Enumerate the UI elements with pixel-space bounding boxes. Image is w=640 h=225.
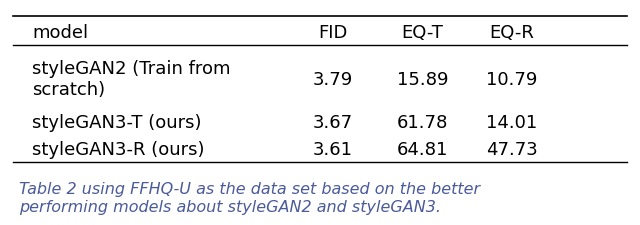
Text: EQ-T: EQ-T [401, 24, 444, 42]
Text: Table 2 using FFHQ-U as the data set based on the better
performing models about: Table 2 using FFHQ-U as the data set bas… [19, 182, 481, 215]
Text: EQ-R: EQ-R [490, 24, 534, 42]
Text: styleGAN3-T (ours): styleGAN3-T (ours) [32, 114, 202, 132]
Text: 3.79: 3.79 [313, 71, 353, 89]
Text: 47.73: 47.73 [486, 141, 538, 159]
Text: 15.89: 15.89 [397, 71, 448, 89]
Text: 14.01: 14.01 [486, 114, 538, 132]
Text: 3.67: 3.67 [313, 114, 353, 132]
Text: FID: FID [318, 24, 348, 42]
Text: 3.61: 3.61 [313, 141, 353, 159]
Text: 64.81: 64.81 [397, 141, 448, 159]
Text: model: model [32, 24, 88, 42]
Text: 10.79: 10.79 [486, 71, 538, 89]
Text: styleGAN2 (Train from
scratch): styleGAN2 (Train from scratch) [32, 61, 230, 99]
Text: 61.78: 61.78 [397, 114, 448, 132]
Text: styleGAN3-R (ours): styleGAN3-R (ours) [32, 141, 205, 159]
